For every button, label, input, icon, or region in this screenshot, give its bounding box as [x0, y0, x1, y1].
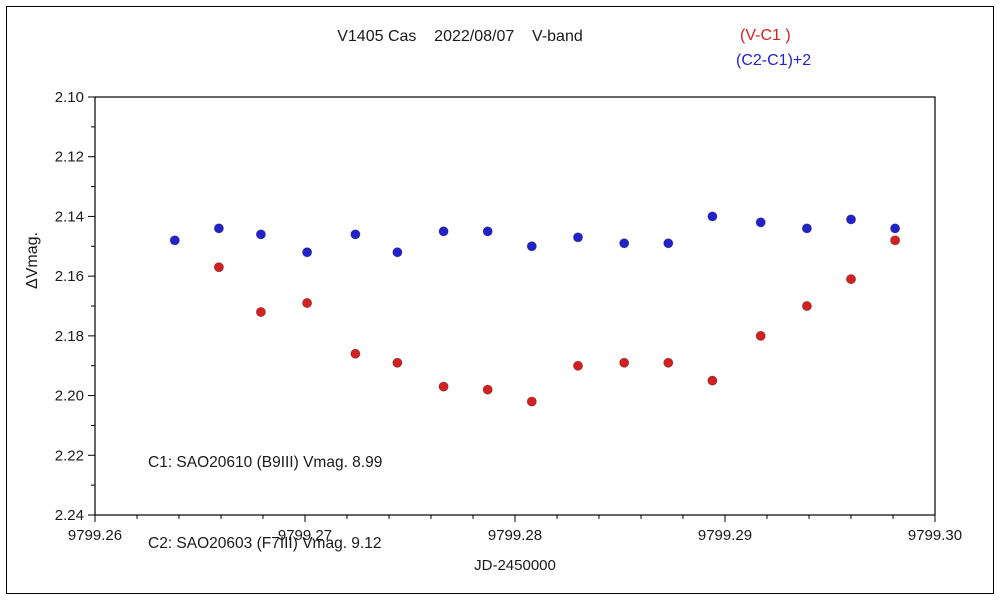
annotation-line-2: C2: SAO20603 (F7III) Vmag. 9.12 — [148, 535, 382, 552]
x-tick-label: 9799.28 — [488, 527, 542, 544]
y-tick-label: 2.18 — [55, 328, 84, 345]
data-point-blue — [350, 229, 361, 240]
data-point-red — [707, 375, 718, 386]
y-tick-label: 2.24 — [55, 507, 84, 524]
data-point-red — [213, 262, 224, 273]
data-point-blue — [526, 241, 537, 252]
data-point-blue — [755, 217, 766, 228]
data-point-red — [392, 357, 403, 368]
data-point-red — [255, 306, 266, 317]
data-point-blue — [890, 223, 901, 234]
data-point-red — [526, 396, 537, 407]
data-point-blue — [619, 238, 630, 249]
x-tick-label: 9799.27 — [278, 527, 332, 544]
data-point-blue — [663, 238, 674, 249]
data-point-red — [302, 298, 313, 309]
x-axis-title: JD-2450000 — [474, 557, 556, 574]
data-point-red — [663, 357, 674, 368]
data-point-blue — [482, 226, 493, 237]
data-point-red — [846, 274, 857, 285]
y-tick-label: 2.20 — [55, 388, 84, 405]
data-point-blue — [707, 211, 718, 222]
y-tick-label: 2.10 — [55, 89, 84, 106]
data-point-blue — [392, 247, 403, 258]
data-point-red — [801, 300, 812, 311]
annotation-line-1: C1: SAO20610 (B9III) Vmag. 8.99 — [148, 454, 383, 471]
data-point-blue — [438, 226, 449, 237]
data-point-blue — [169, 235, 180, 246]
data-point-red — [755, 330, 766, 341]
legend-entry-red: (V-C1 ) — [740, 27, 791, 44]
annotation-block: C1: SAO20610 (B9III) Vmag. 8.99 C2: SAO2… — [148, 395, 382, 600]
y-tick-label: 2.16 — [55, 268, 84, 285]
data-point-red — [619, 357, 630, 368]
data-point-blue — [302, 247, 313, 258]
y-tick-label: 2.22 — [55, 447, 84, 464]
data-point-red — [350, 348, 361, 359]
y-tick-label: 2.12 — [55, 149, 84, 166]
data-point-blue — [846, 214, 857, 225]
x-tick-label: 9799.29 — [698, 527, 752, 544]
x-tick-label: 9799.30 — [908, 527, 962, 544]
legend-entry-blue: (C2-C1)+2 — [736, 52, 812, 69]
data-point-red — [482, 384, 493, 395]
data-point-blue — [573, 232, 584, 243]
data-point-blue — [255, 229, 266, 240]
data-point-red — [890, 235, 901, 246]
data-point-red — [438, 381, 449, 392]
y-tick-label: 2.14 — [55, 208, 84, 225]
data-point-blue — [213, 223, 224, 234]
x-tick-label: 9799.26 — [68, 527, 122, 544]
data-point-blue — [801, 223, 812, 234]
chart-title: V1405 Cas 2022/08/07 V-band — [337, 28, 583, 45]
data-point-red — [573, 360, 584, 371]
